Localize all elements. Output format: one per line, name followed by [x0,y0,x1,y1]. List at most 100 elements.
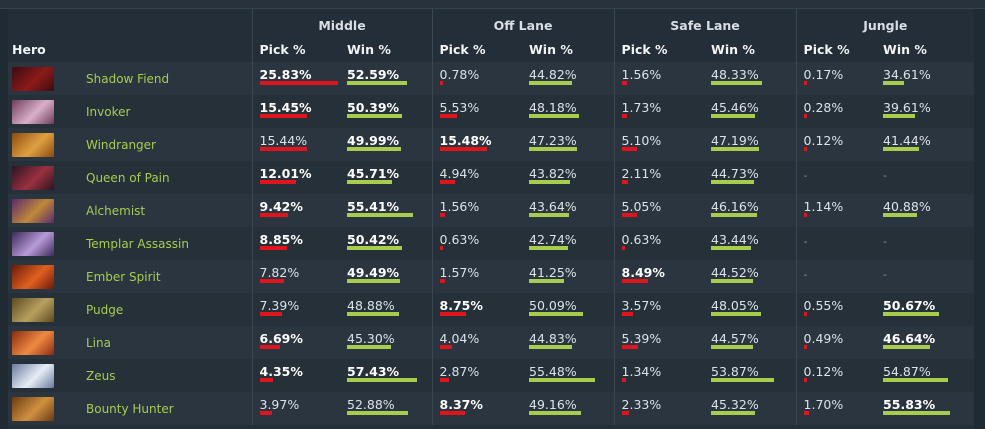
lane-header-off-lane[interactable]: Off Lane [431,9,615,40]
hero-portrait-icon[interactable] [12,264,54,289]
hero-name-link[interactable]: Shadow Fiend [86,71,170,86]
safe-lane-win-bar [711,345,754,349]
off-lane-pick-value: 8.75% [439,298,483,313]
hero-row[interactable]: Templar Assassin 8.85% 50.42% 0.63% 42.74% 0.… [8,227,975,260]
safe-lane-pick-cell: 2.11% [613,161,705,194]
hero-column-header[interactable]: Hero [12,42,46,57]
hero-name-link[interactable]: Windranger [86,137,156,152]
off-lane-win-value: 49.16% [529,397,577,412]
safe-lane-pick-cell: 3.57% [613,293,705,326]
middle-pick-cell: 12.01% [251,161,340,194]
hero-row[interactable]: Pudge 7.39% 48.88% 8.75% 50.09% 3.57% 48.05% 0.… [8,293,975,326]
hero-name-link[interactable]: Invoker [86,104,131,119]
hero-row[interactable]: Bounty Hunter 3.97% 52.88% 8.37% 49.16% 2.33%… [8,392,975,425]
hero-portrait-icon[interactable] [12,198,54,223]
jungle-pick-value: 1.70% [803,397,844,412]
jungle-win-value: 40.88% [883,199,931,214]
hero-row[interactable]: Zeus 4.35% 57.43% 2.87% 55.48% 1.34% 53.87% 0.1… [8,359,975,392]
hero-portrait-icon[interactable] [12,396,54,421]
middle-win-cell: 45.30% [340,326,432,359]
hero-name-link[interactable]: Queen of Pain [86,170,170,185]
middle-pick-value: 25.83% [259,67,312,82]
off-lane-pick-bar [439,378,449,382]
middle-pick-cell: 9.42% [251,194,340,227]
middle-win-header[interactable]: Win % [347,42,391,57]
safe-lane-win-header[interactable]: Win % [711,42,755,57]
off-lane-pick-bar [439,345,452,349]
hero-portrait-icon[interactable] [12,165,54,190]
middle-pick-bar [259,81,338,85]
safe-lane-win-cell: 44.52% [704,260,796,293]
hero-row[interactable]: Lina 6.69% 45.30% 4.04% 44.83% 5.39% 44.57% 0.4… [8,326,975,359]
safe-lane-win-bar [711,279,754,283]
off-lane-win-cell: 44.82% [522,62,614,95]
hero-portrait-icon[interactable] [12,231,54,256]
hero-portrait-icon[interactable] [12,99,54,124]
off-lane-win-cell: 50.09% [522,293,614,326]
jungle-pick-value: 0.28% [803,100,844,115]
hero-row[interactable]: Ember Spirit 7.82% 49.49% 1.57% 41.25% 8.49% 4… [8,260,975,293]
off-lane-win-value: 42.74% [529,232,577,247]
hero-row[interactable]: Windranger 15.44% 49.99% 15.48% 47.23% 5.10% 4… [8,128,975,161]
hero-name-link[interactable]: Bounty Hunter [86,401,174,416]
jungle-win-cell: 54.87% [876,359,974,392]
hero-name-link[interactable]: Pudge [86,302,124,317]
hero-name-link[interactable]: Alchemist [86,203,146,218]
safe-lane-pick-header[interactable]: Pick % [613,40,705,62]
lane-header-jungle[interactable]: Jungle [795,9,975,40]
middle-pick-value: 4.35% [259,364,303,379]
middle-pick-value: 12.01% [259,166,312,181]
hero-portrait-icon[interactable] [12,363,54,388]
hero-row[interactable]: Invoker 15.45% 50.39% 5.53% 48.18% 1.73% 45.46… [8,95,975,128]
middle-win-cell: 50.42% [340,227,432,260]
middle-win-cell: 49.99% [340,128,432,161]
hero-name-link[interactable]: Ember Spirit [86,269,161,284]
hero-name-link[interactable]: Templar Assassin [86,236,189,251]
lane-header-middle[interactable]: Middle [251,9,433,40]
safe-lane-win-value: 47.19% [711,133,759,148]
safe-lane-win-cell: 47.19% [704,128,796,161]
off-lane-win-bar [529,345,573,349]
hero-name-link[interactable]: Lina [86,335,111,350]
hero-portrait-icon[interactable] [12,66,54,91]
safe-lane-win-bar [711,180,755,184]
safe-lane-pick-cell: 0.63% [613,227,705,260]
off-lane-pick-cell: 0.63% [431,227,523,260]
off-lane-pick-cell: 15.48% [431,128,523,161]
off-lane-pick-bar [439,81,443,85]
hero-portrait-icon[interactable] [12,132,54,157]
off-lane-win-header[interactable]: Win % [529,42,573,57]
jungle-win-value: 39.61% [883,100,931,115]
safe-lane-pick-bar [621,345,638,349]
safe-lane-win-value: 53.87% [711,364,759,379]
lane-header-safe-lane[interactable]: Safe Lane [613,9,797,40]
safe-lane-pick-cell: 1.34% [613,359,705,392]
safe-lane-win-cell: 45.32% [704,392,796,425]
safe-lane-pick-bar [621,411,629,415]
off-lane-win-cell: 48.18% [522,95,614,128]
middle-pick-bar [259,246,287,250]
hero-portrait-icon[interactable] [12,297,54,322]
jungle-win-value: 46.64% [883,331,936,346]
hero-row[interactable]: Shadow Fiend 25.83% 52.59% 0.78% 44.82% 1.56%… [8,62,975,95]
jungle-pick-value: - [803,235,808,248]
jungle-win-header[interactable]: Win % [883,42,927,57]
safe-lane-pick-bar [621,279,648,283]
hero-row[interactable]: Alchemist 9.42% 55.41% 1.56% 43.64% 5.05% 46.1… [8,194,975,227]
middle-win-value: 49.99% [347,133,400,148]
middle-win-value: 45.71% [347,166,400,181]
middle-pick-header[interactable]: Pick % [251,40,340,62]
jungle-win-bar [883,114,916,118]
off-lane-pick-cell: 8.37% [431,392,523,425]
off-lane-pick-bar [439,213,445,217]
jungle-win-cell: 55.83% [876,392,974,425]
hero-name-link[interactable]: Zeus [86,368,116,383]
off-lane-pick-header[interactable]: Pick % [431,40,523,62]
middle-win-value: 55.41% [347,199,400,214]
hero-row[interactable]: Queen of Pain 12.01% 45.71% 4.94% 43.82% 2.11… [8,161,975,194]
off-lane-pick-cell: 0.78% [431,62,523,95]
hero-portrait-icon[interactable] [12,330,54,355]
hero-portrait-cell [8,161,82,194]
jungle-pick-value: 0.12% [803,133,844,148]
jungle-pick-header[interactable]: Pick % [795,40,877,62]
